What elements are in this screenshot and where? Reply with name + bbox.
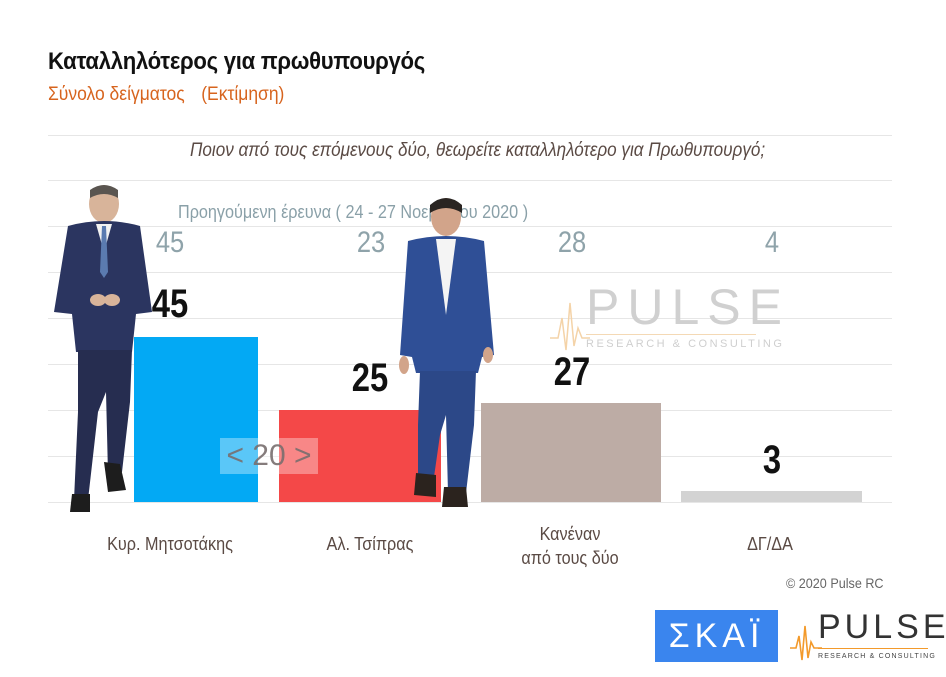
category-label-mitsotakis: Κυρ. Μητσοτάκης bbox=[107, 534, 233, 554]
mitsotakis-photo bbox=[54, 185, 152, 512]
chart-title: Καταλληλότερος για πρωθυπουργός bbox=[48, 48, 425, 75]
bar-neither bbox=[481, 403, 661, 502]
subtitle-sample: Σύνολο δείγματος bbox=[48, 84, 185, 105]
baseline bbox=[48, 502, 892, 503]
prev-value-tsipras: 23 bbox=[356, 226, 386, 259]
bar-mitsotakis bbox=[134, 337, 258, 502]
lead-difference-badge: < 20 > bbox=[220, 438, 318, 474]
pulse-logo-text: PULSE bbox=[818, 608, 946, 646]
category-label-tsipras: Αλ. Τσίπρας bbox=[326, 534, 414, 554]
pulse-watermark: PULSE RESEARCH & CONSULTING bbox=[550, 278, 782, 353]
gridline bbox=[48, 180, 892, 181]
watermark-main: PULSE bbox=[586, 279, 790, 335]
pulse-logo-line bbox=[818, 648, 928, 649]
value-neither: 27 bbox=[553, 350, 591, 394]
pulse-wave-icon bbox=[550, 302, 590, 351]
prev-value-mitsotakis: 45 bbox=[155, 226, 185, 259]
survey-question: Ποιον από τους επόμενους δύο, θεωρείτε κ… bbox=[190, 140, 766, 161]
subtitle-estimate: (Εκτίμηση) bbox=[201, 84, 285, 105]
bar-tsipras bbox=[279, 410, 441, 502]
value-mitsotakis: 45 bbox=[151, 282, 189, 326]
category-label-neither: Κανέναν από τους δύο bbox=[521, 524, 619, 568]
gridline bbox=[48, 226, 892, 227]
prev-value-neither: 28 bbox=[557, 226, 587, 259]
copyright-text: © 2020 Pulse RC bbox=[786, 575, 884, 591]
pulse-logo: PULSE RESEARCH & CONSULTING bbox=[790, 608, 946, 664]
watermark-line bbox=[586, 334, 756, 335]
value-tsipras: 25 bbox=[351, 356, 389, 400]
pulse-logo-sub: RESEARCH & CONSULTING bbox=[818, 653, 937, 660]
watermark-sub: RESEARCH & CONSULTING bbox=[586, 338, 785, 350]
pulse-wave-icon bbox=[790, 625, 822, 661]
tsipras-photo bbox=[399, 198, 494, 507]
bar-dk bbox=[681, 491, 862, 502]
skai-logo: ΣΚΑΪ bbox=[655, 610, 778, 662]
gridline bbox=[48, 135, 892, 136]
category-label-dk: ΔΓ/ΔΑ bbox=[747, 534, 793, 554]
value-dk: 3 bbox=[762, 438, 782, 482]
chart-subtitle: Σύνολο δείγματος (Εκτίμηση) bbox=[48, 84, 284, 106]
prev-value-dk: 4 bbox=[764, 226, 780, 259]
